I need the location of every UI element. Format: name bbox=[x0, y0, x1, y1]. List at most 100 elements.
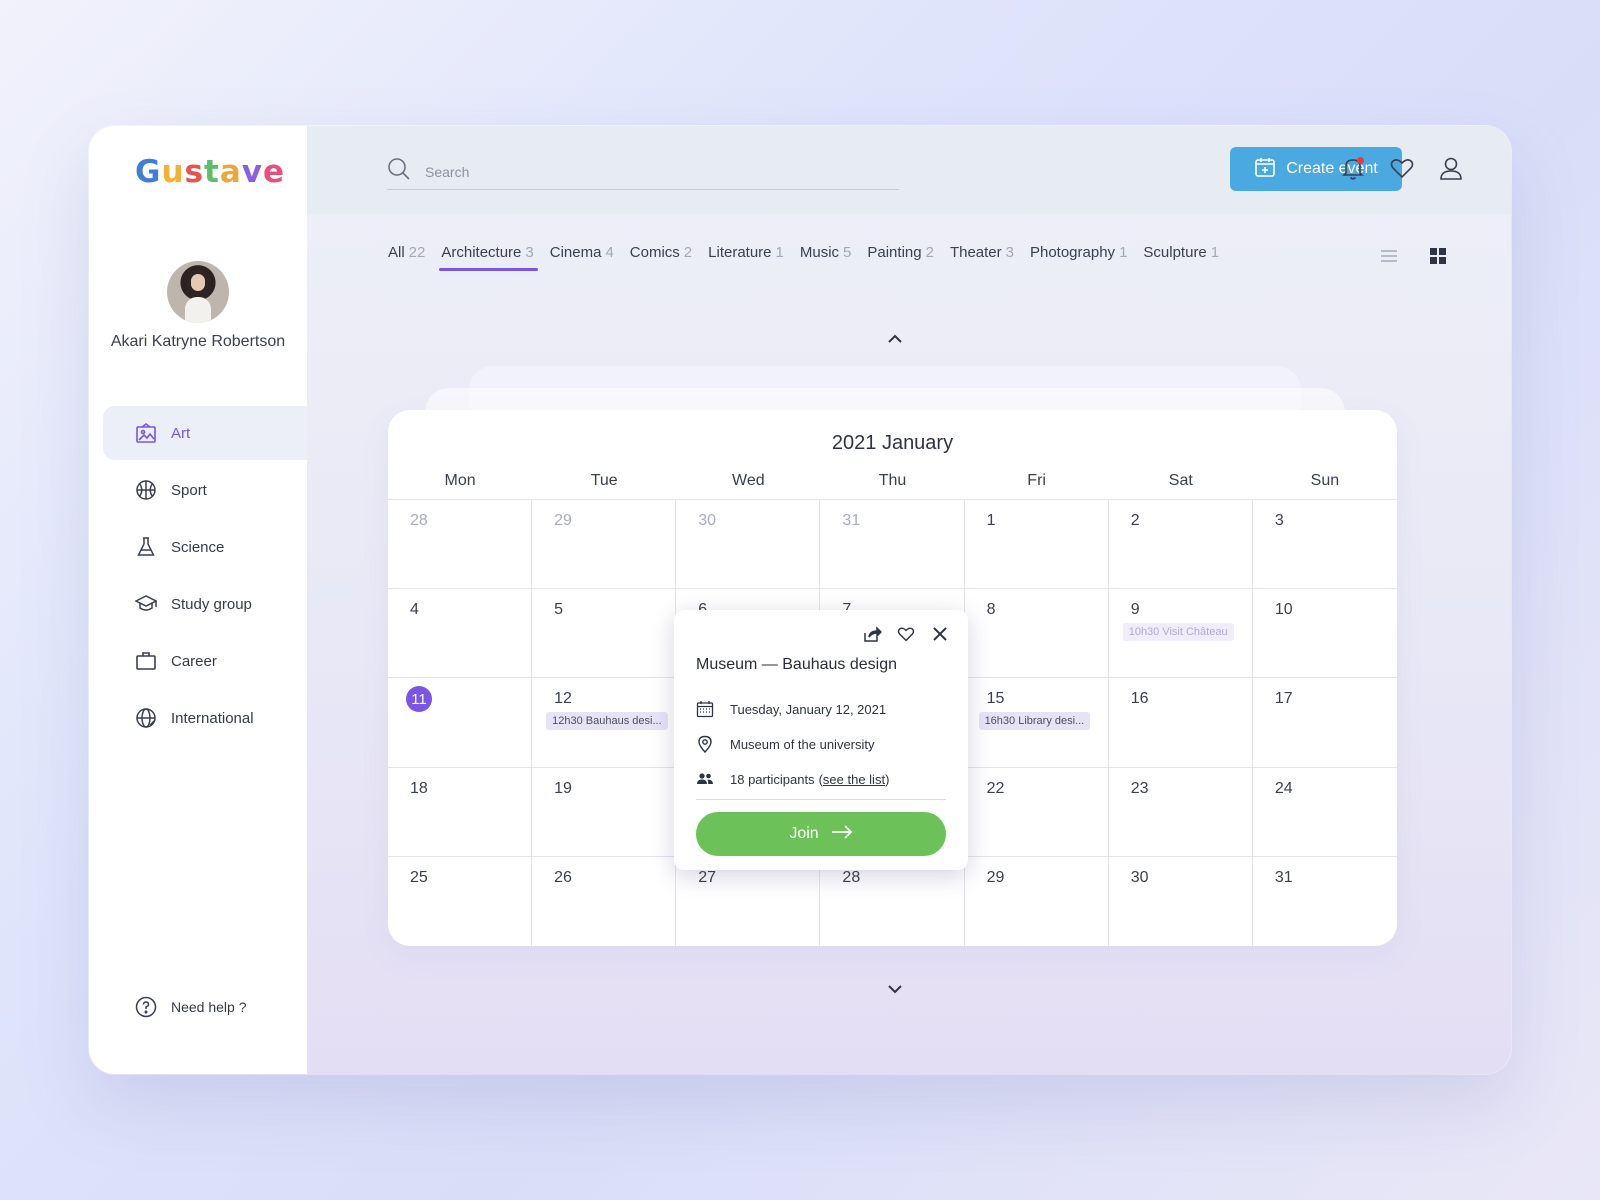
tab-label: Music bbox=[799, 244, 840, 261]
day-number: 27 bbox=[698, 868, 717, 886]
calendar-day[interactable]: 2 bbox=[1108, 500, 1253, 590]
tab-count: 22 bbox=[408, 244, 426, 261]
calendar-day[interactable]: 3 bbox=[1252, 500, 1397, 590]
tab-cinema[interactable]: Cinema 4 bbox=[550, 244, 614, 271]
calendar-day[interactable]: 16 bbox=[1108, 678, 1253, 768]
day-number: 9 bbox=[1130, 601, 1140, 619]
calendar-day[interactable]: 28 bbox=[388, 500, 533, 590]
calendar-day[interactable]: 29 bbox=[532, 500, 677, 590]
calendar-day[interactable]: 8 bbox=[964, 589, 1109, 679]
bell-icon bbox=[1339, 159, 1367, 186]
calendar-day[interactable]: 1 bbox=[964, 500, 1109, 590]
event-location-row: Museum of the university bbox=[696, 735, 875, 753]
day-number: 23 bbox=[1130, 779, 1149, 797]
calendar-day[interactable]: 10 bbox=[1252, 589, 1397, 679]
profile-button[interactable] bbox=[1437, 154, 1465, 182]
grid-view-button[interactable] bbox=[1428, 246, 1448, 271]
calendar-day[interactable]: 23 bbox=[1108, 767, 1253, 857]
event-participants: 18 participants bbox=[730, 771, 815, 787]
tab-music[interactable]: Music 5 bbox=[800, 244, 852, 271]
calendar-icon bbox=[696, 700, 714, 718]
previous-month-button[interactable] bbox=[885, 332, 905, 346]
calendar-day[interactable]: 26 bbox=[532, 856, 677, 946]
calendar-event-chip[interactable]: 10h30 Visit Château bbox=[1122, 623, 1234, 642]
calendar-day[interactable]: 4 bbox=[388, 589, 533, 679]
logo[interactable]: Gustave bbox=[135, 154, 285, 190]
calendar-day[interactable]: 24 bbox=[1252, 768, 1397, 857]
calendar-day[interactable]: 5 bbox=[532, 589, 677, 679]
heart-icon bbox=[1388, 159, 1416, 186]
calendar-day[interactable]: 15 16h30 Library desi... bbox=[964, 678, 1109, 768]
tab-sculpture[interactable]: Sculpture 1 bbox=[1143, 244, 1219, 271]
calendar-day[interactable]: 9 10h30 Visit Château bbox=[1108, 589, 1253, 679]
tab-label: Painting bbox=[867, 244, 922, 261]
sidebar-item-sport[interactable]: Sport bbox=[103, 463, 307, 517]
calendar-day-today[interactable]: 11 bbox=[388, 678, 533, 768]
share-button[interactable] bbox=[862, 624, 883, 649]
tab-photography[interactable]: Photography 1 bbox=[1030, 244, 1127, 271]
calendar-day[interactable]: 25 bbox=[388, 856, 533, 946]
calendar-day[interactable]: 19 bbox=[532, 767, 677, 857]
notifications-button[interactable] bbox=[1339, 154, 1367, 182]
calendar-day[interactable]: 22 bbox=[964, 767, 1109, 857]
sidebar-item-science[interactable]: Science bbox=[103, 520, 307, 574]
favorites-button[interactable] bbox=[1388, 154, 1416, 182]
create-event-button[interactable]: Create event bbox=[1230, 147, 1402, 191]
join-button[interactable]: Join bbox=[696, 812, 946, 856]
tab-count: 5 bbox=[843, 244, 852, 261]
share-icon bbox=[862, 626, 883, 648]
logo-letter: G bbox=[135, 154, 162, 190]
day-number: 3 bbox=[1274, 512, 1284, 529]
calendar-day[interactable]: 17 bbox=[1252, 678, 1397, 768]
see-participants-link[interactable]: see the list bbox=[822, 771, 886, 787]
help-link[interactable]: Need help ? bbox=[135, 996, 247, 1018]
sidebar-item-career[interactable]: Career bbox=[103, 634, 307, 688]
search-input[interactable] bbox=[425, 163, 865, 180]
logo-letter: e bbox=[262, 154, 285, 190]
tab-theater[interactable]: Theater 3 bbox=[950, 244, 1014, 271]
sidebar-item-international[interactable]: International bbox=[103, 691, 307, 745]
calendar-day[interactable]: 31 bbox=[1253, 857, 1397, 946]
event-title: Museum — Bauhaus design bbox=[696, 656, 897, 673]
sidebar-item-study-group[interactable]: Study group bbox=[103, 577, 307, 631]
tab-architecture[interactable]: Architecture 3 bbox=[439, 244, 539, 271]
day-number: 4 bbox=[410, 601, 419, 619]
calendar-day[interactable]: 28 bbox=[820, 856, 965, 946]
calendar-day[interactable]: 27 bbox=[676, 856, 821, 946]
event-participants-row: 18 participants (see the list) bbox=[696, 770, 889, 788]
day-number: 22 bbox=[986, 779, 1005, 797]
tab-comics[interactable]: Comics 2 bbox=[630, 244, 692, 271]
tab-painting[interactable]: Painting 2 bbox=[867, 244, 934, 271]
category-nav: Art Sport Science Study group bbox=[103, 406, 307, 748]
day-number: 16 bbox=[1130, 690, 1149, 708]
calendar-event-chip[interactable]: 16h30 Library desi... bbox=[978, 712, 1091, 731]
calendar-day[interactable]: 12 12h30 Bauhaus desi... bbox=[532, 678, 677, 768]
day-of-week-header: Tue bbox=[590, 472, 618, 489]
calendar-event-chip[interactable]: 12h30 Bauhaus desi... bbox=[546, 712, 668, 731]
heart-icon bbox=[896, 627, 916, 648]
calendar-day[interactable]: 31 bbox=[820, 500, 965, 590]
tab-literature[interactable]: Literature 1 bbox=[708, 244, 784, 271]
days-of-week: Mon Tue Wed Thu Fri Sat Sun bbox=[388, 472, 1397, 490]
tab-count: 3 bbox=[1005, 244, 1014, 261]
day-number: 18 bbox=[410, 779, 428, 797]
sidebar-item-art[interactable]: Art bbox=[103, 406, 307, 460]
calendar-day[interactable]: 29 bbox=[965, 856, 1109, 946]
favorite-event-button[interactable] bbox=[896, 624, 916, 649]
sidebar-item-label: Science bbox=[171, 538, 225, 556]
basketball-icon bbox=[135, 479, 157, 501]
user-icon bbox=[1437, 157, 1465, 186]
tab-all[interactable]: All 22 bbox=[388, 244, 425, 271]
avatar[interactable] bbox=[167, 261, 229, 323]
chevron-up-icon bbox=[885, 333, 905, 350]
list-view-button[interactable] bbox=[1379, 246, 1399, 271]
tab-label: Theater bbox=[949, 244, 1002, 261]
help-label: Need help ? bbox=[171, 999, 247, 1015]
close-popup-button[interactable] bbox=[930, 624, 950, 649]
calendar-day[interactable]: 30 bbox=[1109, 856, 1253, 946]
next-month-button[interactable] bbox=[885, 982, 905, 996]
day-number: 1 bbox=[986, 512, 996, 529]
calendar-day[interactable]: 30 bbox=[676, 500, 821, 590]
app-window: Gustave Akari Katryne Robertson Art Spor… bbox=[89, 126, 1511, 1074]
calendar-day[interactable]: 18 bbox=[388, 767, 533, 857]
